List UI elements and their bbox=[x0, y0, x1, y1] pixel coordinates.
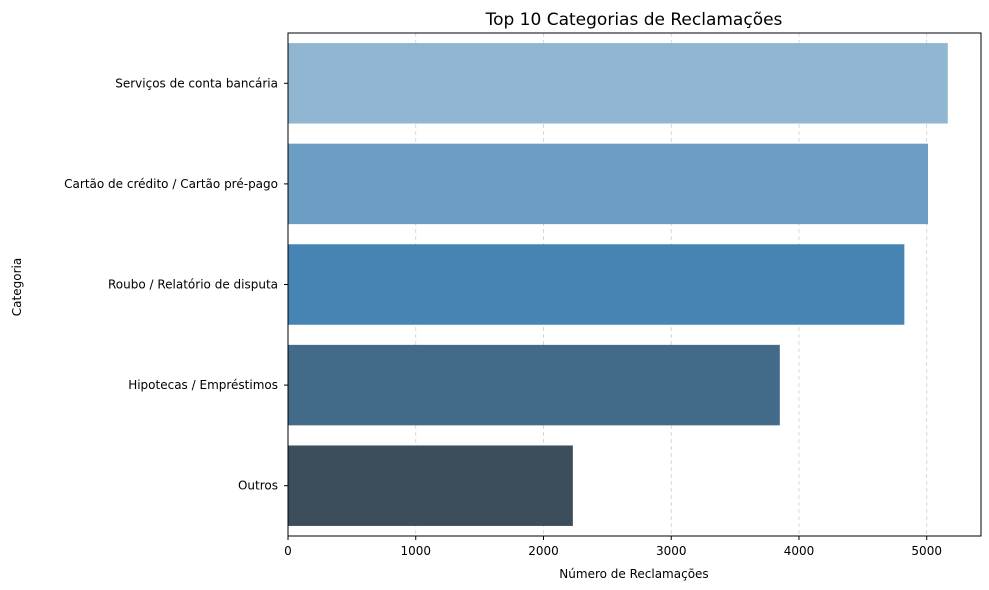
x-axis-ticks: 0 1000 2000 3000 4000 5000 bbox=[284, 536, 942, 558]
y-tick-label-0: Serviços de conta bancária bbox=[115, 76, 278, 90]
bars bbox=[288, 43, 948, 526]
y-tick-label-3: Hipotecas / Empréstimos bbox=[128, 378, 278, 392]
x-tick-label-0: 0 bbox=[284, 544, 292, 558]
chart-title: Top 10 Categorias de Reclamações bbox=[485, 10, 783, 30]
bar-4 bbox=[288, 445, 573, 526]
bar-3 bbox=[288, 344, 780, 426]
x-axis-label: Número de Reclamações bbox=[559, 567, 708, 581]
x-tick-label-3: 3000 bbox=[656, 544, 687, 558]
y-tick-label-2: Roubo / Relatório de disputa bbox=[108, 278, 278, 292]
bar-1 bbox=[288, 143, 928, 225]
y-axis-ticks: Serviços de conta bancária Cartão de créd… bbox=[64, 76, 288, 493]
bar-2 bbox=[288, 244, 905, 325]
y-tick-label-4: Outros bbox=[238, 479, 278, 493]
bar-0 bbox=[288, 43, 948, 124]
x-tick-label-4: 4000 bbox=[784, 544, 815, 558]
x-tick-label-2: 2000 bbox=[528, 544, 559, 558]
x-tick-label-1: 1000 bbox=[400, 544, 431, 558]
y-tick-label-1: Cartão de crédito / Cartão pré-pago bbox=[64, 177, 278, 191]
y-axis-label: Categoria bbox=[10, 258, 24, 316]
x-tick-label-5: 5000 bbox=[911, 544, 942, 558]
